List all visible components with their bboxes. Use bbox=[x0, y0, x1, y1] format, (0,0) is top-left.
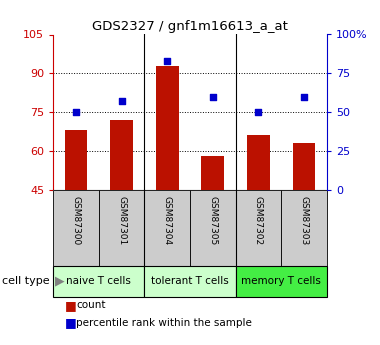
Bar bbox=[53, 266, 144, 297]
Point bbox=[73, 109, 79, 115]
Point bbox=[301, 94, 307, 99]
Bar bbox=[156, 66, 179, 190]
Text: GSM87304: GSM87304 bbox=[163, 196, 172, 245]
Point bbox=[119, 99, 125, 104]
Text: GSM87302: GSM87302 bbox=[254, 196, 263, 245]
Bar bbox=[65, 130, 87, 190]
Text: ■: ■ bbox=[65, 299, 76, 312]
Bar bbox=[53, 190, 99, 266]
Bar bbox=[110, 120, 133, 190]
Point bbox=[255, 109, 261, 115]
Bar bbox=[236, 190, 281, 266]
Text: tolerant T cells: tolerant T cells bbox=[151, 276, 229, 286]
Text: GSM87300: GSM87300 bbox=[71, 196, 81, 245]
Point bbox=[210, 94, 216, 99]
Bar bbox=[201, 156, 224, 190]
Text: ■: ■ bbox=[65, 316, 76, 329]
Text: percentile rank within the sample: percentile rank within the sample bbox=[76, 318, 252, 327]
Title: GDS2327 / gnf1m16613_a_at: GDS2327 / gnf1m16613_a_at bbox=[92, 20, 288, 33]
Bar bbox=[144, 266, 236, 297]
Text: cell type: cell type bbox=[2, 276, 49, 286]
Bar bbox=[236, 266, 327, 297]
Text: memory T cells: memory T cells bbox=[241, 276, 321, 286]
Bar bbox=[293, 143, 315, 190]
Bar bbox=[144, 190, 190, 266]
Text: GSM87301: GSM87301 bbox=[117, 196, 126, 245]
Bar bbox=[99, 190, 144, 266]
Text: naive T cells: naive T cells bbox=[66, 276, 131, 286]
Text: GSM87305: GSM87305 bbox=[208, 196, 217, 245]
Point bbox=[164, 58, 170, 63]
Bar bbox=[281, 190, 327, 266]
Bar bbox=[247, 135, 270, 190]
Text: count: count bbox=[76, 300, 106, 310]
Text: ▶: ▶ bbox=[51, 275, 65, 288]
Text: GSM87303: GSM87303 bbox=[299, 196, 309, 245]
Bar bbox=[190, 190, 236, 266]
